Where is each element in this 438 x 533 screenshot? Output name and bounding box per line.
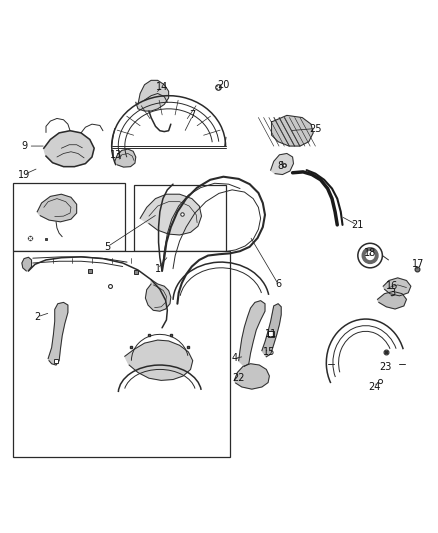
Text: 6: 6 [275, 279, 281, 289]
Bar [134, 185, 226, 251]
Polygon shape [22, 257, 32, 271]
Circle shape [366, 252, 374, 260]
Text: 2: 2 [34, 312, 40, 322]
Polygon shape [136, 80, 169, 111]
Polygon shape [145, 280, 171, 311]
Polygon shape [37, 194, 77, 222]
Polygon shape [125, 340, 193, 381]
Bar [13, 183, 125, 251]
Polygon shape [140, 194, 201, 235]
Text: 1: 1 [155, 264, 161, 273]
Text: 18: 18 [364, 248, 376, 259]
Text: 15: 15 [263, 347, 276, 357]
Text: 17: 17 [412, 260, 424, 269]
Polygon shape [272, 115, 313, 146]
Text: 9: 9 [21, 141, 27, 151]
Polygon shape [239, 301, 265, 366]
Text: 7: 7 [190, 110, 196, 120]
Text: 22: 22 [233, 373, 245, 383]
Polygon shape [234, 364, 269, 389]
Polygon shape [383, 278, 411, 296]
Text: 24: 24 [368, 382, 381, 392]
Text: 19: 19 [18, 169, 30, 180]
Text: 23: 23 [379, 362, 392, 372]
Text: 20: 20 [217, 80, 230, 90]
Polygon shape [115, 149, 136, 167]
Bar [13, 251, 230, 457]
Text: 21: 21 [351, 220, 363, 230]
Text: 13: 13 [110, 150, 122, 160]
Text: 16: 16 [386, 281, 398, 291]
Polygon shape [48, 302, 68, 365]
Text: 8: 8 [277, 161, 283, 171]
Polygon shape [378, 292, 406, 309]
Polygon shape [44, 131, 94, 167]
Text: 5: 5 [104, 242, 110, 252]
Text: 14: 14 [156, 82, 168, 92]
Circle shape [362, 248, 378, 263]
Text: 3: 3 [389, 288, 395, 298]
Text: 11: 11 [265, 329, 278, 340]
Polygon shape [262, 304, 281, 357]
Text: 4: 4 [231, 353, 237, 364]
Polygon shape [271, 154, 293, 174]
Text: 25: 25 [309, 124, 321, 134]
